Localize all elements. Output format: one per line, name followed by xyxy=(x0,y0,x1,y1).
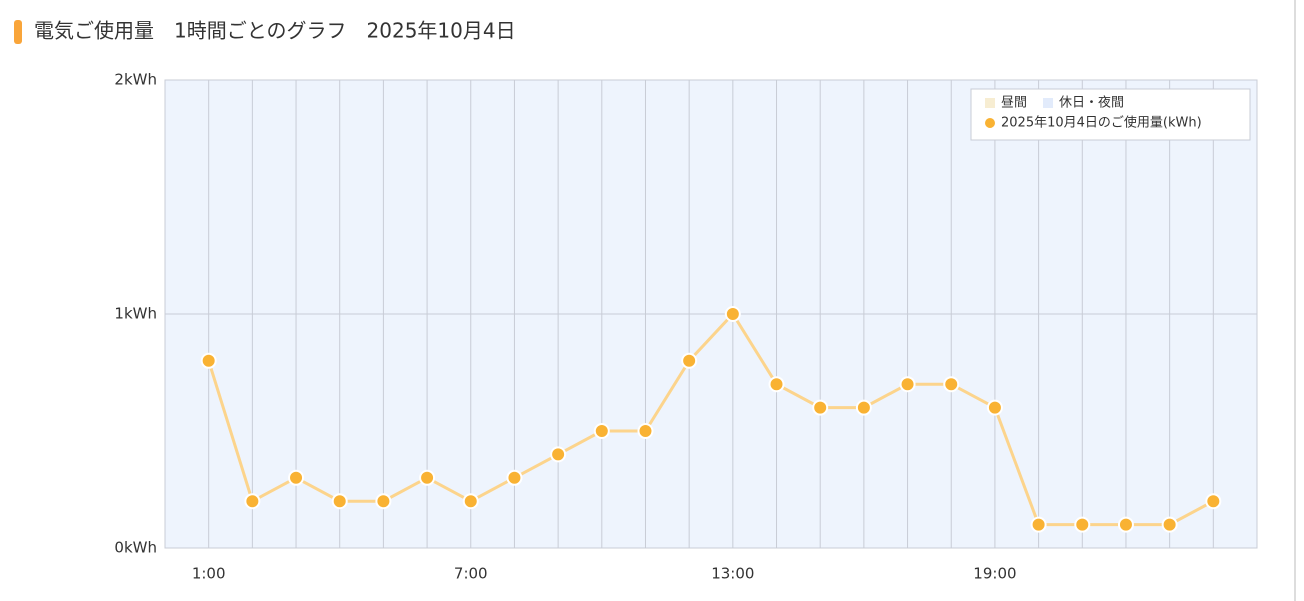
point xyxy=(1030,516,1047,533)
y-tick-label: 2kWh xyxy=(114,71,157,89)
point xyxy=(200,352,217,369)
point xyxy=(550,446,567,463)
x-tick-label: 1:00 xyxy=(192,565,226,583)
point xyxy=(681,352,698,369)
legend-label: 昼間 xyxy=(1001,96,1027,111)
point xyxy=(768,376,785,393)
point xyxy=(899,376,916,393)
legend-label: 2025年10月4日のご使用量(kWh) xyxy=(1001,115,1202,131)
legend-box xyxy=(970,88,1251,141)
point xyxy=(986,399,1003,416)
point xyxy=(244,493,261,510)
point xyxy=(1117,516,1134,533)
point xyxy=(593,423,610,439)
chart-title: 電気ご使用量 1時間ごとのグラフ 2025年10月4日 xyxy=(34,19,516,43)
legend-marker xyxy=(985,118,995,128)
legend-swatch xyxy=(985,98,995,108)
title-marker xyxy=(14,20,22,44)
point xyxy=(375,493,392,510)
point xyxy=(419,469,436,486)
x-tick-label: 7:00 xyxy=(454,565,488,583)
plot-border xyxy=(164,79,1258,549)
point xyxy=(1205,493,1222,510)
point xyxy=(724,306,741,322)
y-tick-label: 1kWh xyxy=(114,305,157,323)
x-tick-label: 19:00 xyxy=(973,565,1016,583)
point xyxy=(462,493,479,510)
y-tick-label: 0kWh xyxy=(114,539,157,557)
legend-swatch xyxy=(1043,98,1054,108)
point xyxy=(288,469,305,486)
legend-label: 休日・夜間 xyxy=(1059,96,1124,111)
point xyxy=(637,423,654,439)
point xyxy=(506,469,523,486)
point xyxy=(1074,516,1091,533)
point xyxy=(812,399,829,416)
point xyxy=(855,399,872,416)
point xyxy=(943,376,960,393)
x-tick-label: 13:00 xyxy=(711,565,754,583)
point xyxy=(331,493,348,510)
point xyxy=(1161,516,1178,533)
